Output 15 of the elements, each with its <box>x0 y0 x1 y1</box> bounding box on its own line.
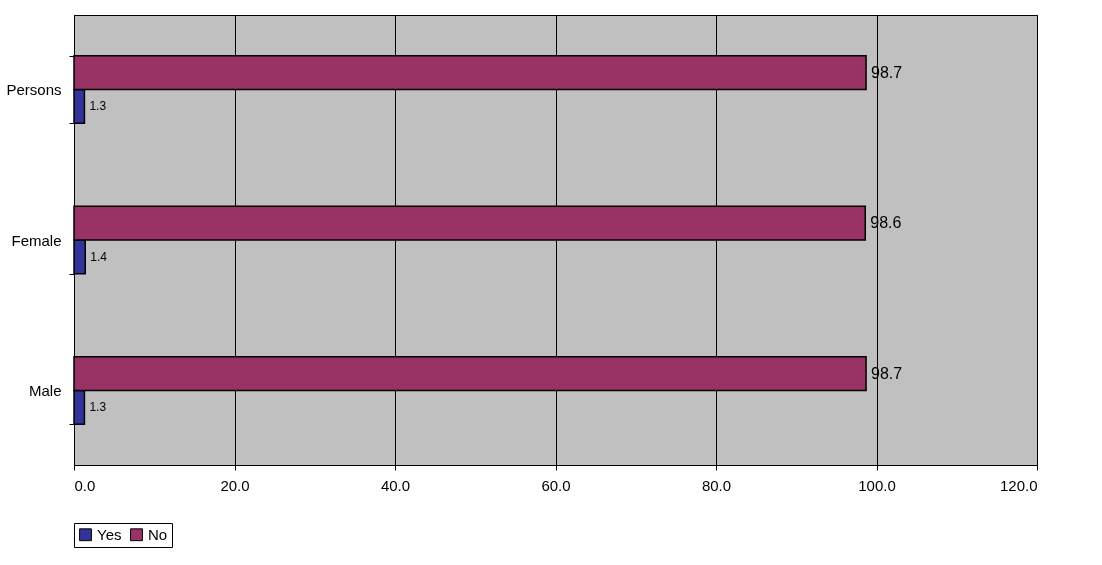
data-label: 1.3 <box>89 400 107 415</box>
legend-label: No <box>148 525 168 543</box>
y-tick-label: Female <box>11 231 62 249</box>
y-tick-label: Persons <box>6 81 62 98</box>
y-tick-label: Male <box>28 382 62 399</box>
x-tick-label: 0.0 <box>74 476 96 494</box>
legend-label: Yes <box>97 525 122 543</box>
data-label: 1.4 <box>90 249 108 264</box>
x-tick-label: 20.0 <box>220 476 250 494</box>
data-label: 1.3 <box>89 99 107 114</box>
x-tick-label: 60.0 <box>541 476 571 494</box>
x-tick-label: 120.0 <box>999 476 1038 494</box>
x-tick-label: 40.0 <box>380 476 411 494</box>
x-tick-label: 80.0 <box>701 476 732 494</box>
x-tick-label: 100.0 <box>858 476 896 494</box>
